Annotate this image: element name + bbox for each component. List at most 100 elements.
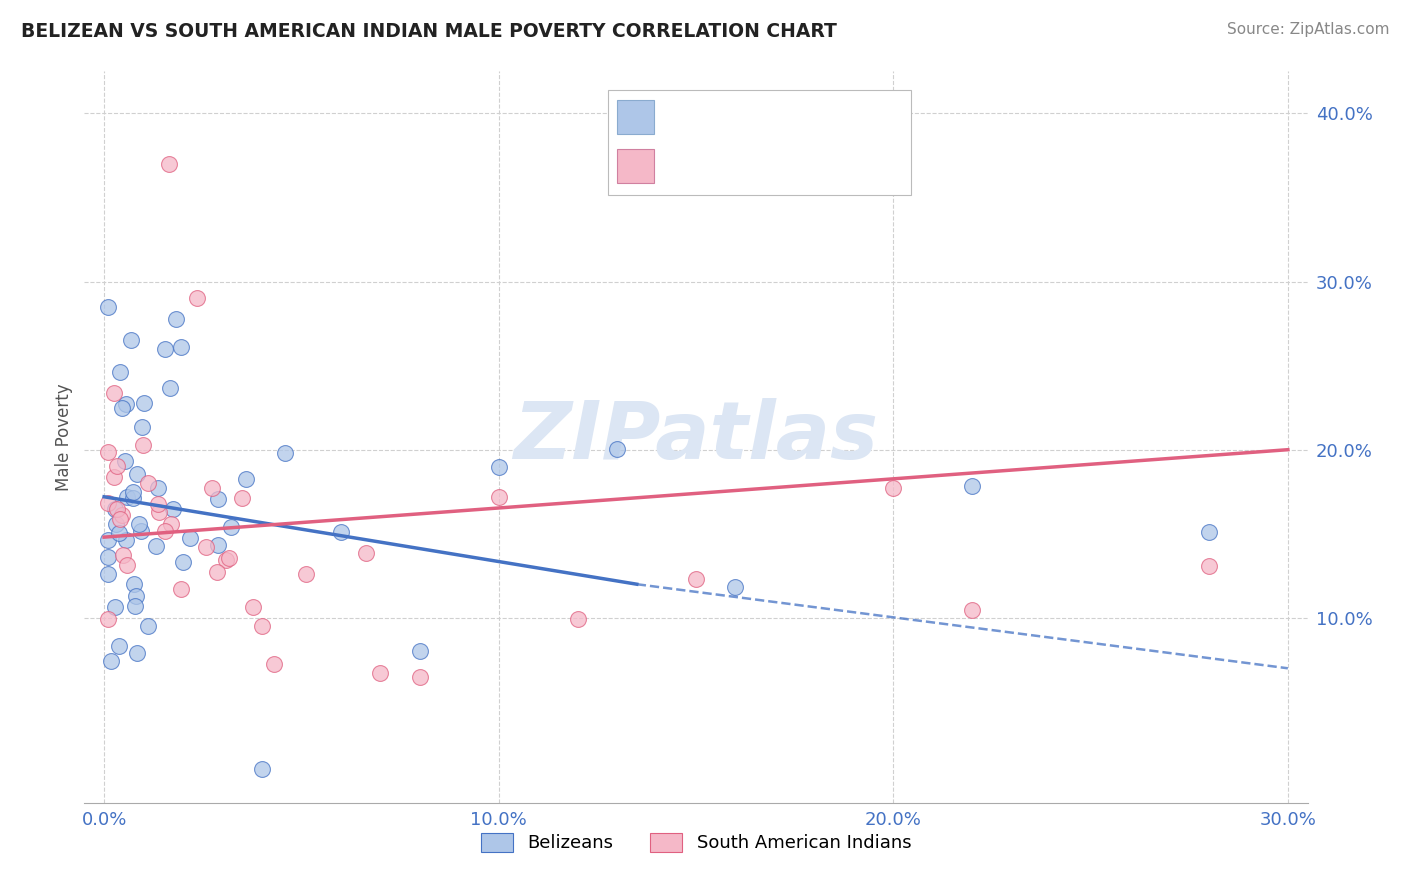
Point	[1198, 524, 1220, 539]
Point	[960, 603, 983, 617]
Point	[242, 599, 264, 614]
Text: R =: R =	[672, 108, 709, 126]
Text: R =: R =	[672, 157, 709, 175]
Point	[97, 533, 120, 548]
Point	[115, 558, 138, 572]
Point	[97, 300, 120, 314]
Point	[153, 524, 176, 538]
Point	[207, 491, 229, 506]
Point	[132, 438, 155, 452]
Point	[114, 396, 136, 410]
Point	[368, 666, 391, 681]
Point	[169, 582, 191, 597]
Point	[97, 549, 120, 564]
Point	[108, 526, 131, 541]
FancyBboxPatch shape	[617, 100, 654, 134]
Point	[250, 762, 273, 776]
Point	[207, 538, 229, 552]
Point	[153, 342, 176, 356]
Point	[146, 497, 169, 511]
Point	[97, 566, 120, 581]
Point	[121, 491, 143, 505]
Point	[882, 481, 904, 495]
Text: 51: 51	[852, 108, 873, 126]
FancyBboxPatch shape	[617, 149, 654, 184]
Point	[104, 600, 127, 615]
Point	[128, 517, 150, 532]
Point	[172, 555, 194, 569]
Text: BELIZEAN VS SOUTH AMERICAN INDIAN MALE POVERTY CORRELATION CHART: BELIZEAN VS SOUTH AMERICAN INDIAN MALE P…	[21, 22, 837, 41]
Point	[148, 504, 170, 518]
Y-axis label: Male Poverty: Male Poverty	[55, 384, 73, 491]
Point	[159, 516, 181, 531]
Point	[194, 540, 217, 554]
Point	[274, 446, 297, 460]
Point	[105, 502, 128, 516]
Point	[108, 511, 131, 525]
Point	[295, 567, 318, 582]
Point	[567, 612, 589, 626]
Point	[146, 481, 169, 495]
Point	[488, 460, 510, 475]
Point	[207, 565, 229, 579]
FancyBboxPatch shape	[607, 90, 911, 195]
Point	[97, 612, 120, 626]
Point	[1198, 558, 1220, 573]
Point	[606, 442, 628, 457]
Point	[235, 472, 257, 486]
Point	[115, 490, 138, 504]
Point	[170, 340, 193, 354]
Point	[724, 580, 747, 594]
Point	[960, 478, 983, 492]
Point	[215, 553, 238, 567]
Point	[131, 419, 153, 434]
Point	[219, 520, 242, 534]
Point	[263, 657, 285, 671]
Point	[136, 618, 159, 632]
Point	[111, 401, 134, 416]
Point	[179, 532, 201, 546]
Point	[124, 599, 146, 614]
Point	[685, 572, 707, 586]
Point	[120, 334, 142, 348]
Point	[125, 467, 148, 481]
Point	[231, 491, 253, 505]
Point	[125, 646, 148, 660]
Point	[186, 291, 208, 305]
Text: 0.141: 0.141	[723, 157, 769, 175]
Text: N =: N =	[803, 157, 839, 175]
Point	[129, 524, 152, 538]
Point	[121, 484, 143, 499]
Point	[329, 524, 352, 539]
Text: ZIPatlas: ZIPatlas	[513, 398, 879, 476]
Text: 39: 39	[852, 157, 873, 175]
Point	[145, 539, 167, 553]
Point	[103, 386, 125, 401]
Point	[104, 502, 127, 516]
Point	[105, 459, 128, 474]
Point	[111, 508, 134, 523]
Point	[136, 475, 159, 490]
Point	[108, 365, 131, 379]
Point	[134, 396, 156, 410]
Point	[97, 445, 120, 459]
Point	[409, 644, 432, 658]
Point	[100, 654, 122, 668]
Point	[165, 311, 187, 326]
Point	[218, 550, 240, 565]
Text: -0.129: -0.129	[723, 108, 776, 126]
Point	[409, 670, 432, 684]
Text: N =: N =	[803, 108, 839, 126]
Point	[162, 501, 184, 516]
Point	[114, 454, 136, 468]
Point	[97, 496, 120, 510]
Point	[115, 533, 138, 547]
Point	[103, 470, 125, 484]
Point	[201, 482, 224, 496]
Point	[159, 381, 181, 395]
Point	[488, 490, 510, 504]
Point	[108, 639, 131, 653]
Point	[125, 590, 148, 604]
Point	[122, 577, 145, 591]
Point	[356, 546, 378, 560]
